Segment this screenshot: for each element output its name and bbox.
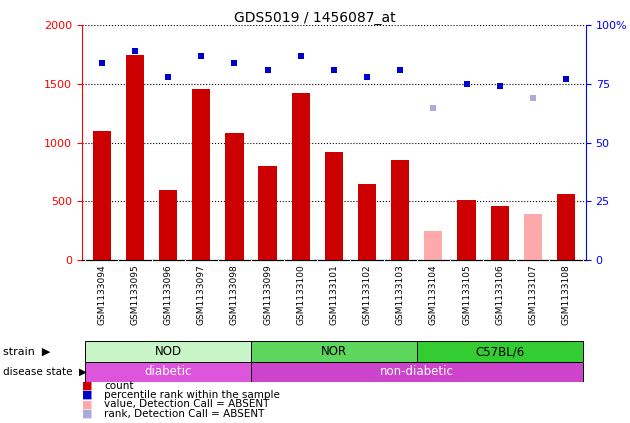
Text: GSM1133106: GSM1133106 [495,264,504,325]
Text: GSM1133098: GSM1133098 [230,264,239,325]
Bar [391,160,410,260]
Text: disease state  ▶: disease state ▶ [3,367,87,377]
Text: value, Detection Call = ABSENT: value, Detection Call = ABSENT [104,399,270,409]
Text: GSM1133097: GSM1133097 [197,264,206,325]
Text: GSM1133096: GSM1133096 [164,264,173,325]
Bar [417,341,583,362]
Text: GSM1133105: GSM1133105 [462,264,471,325]
Bar [251,341,417,362]
Text: count: count [104,381,134,391]
Bar [251,362,583,382]
Bar [524,214,542,260]
Text: NOR: NOR [321,345,347,358]
Bar [258,166,277,260]
Bar [457,200,476,260]
Text: C57BL/6: C57BL/6 [475,345,524,358]
Bar [159,190,177,260]
Text: ■: ■ [82,390,93,400]
Bar [491,206,509,260]
Bar [424,231,442,260]
Bar [192,89,210,260]
Text: GSM1133094: GSM1133094 [97,264,106,325]
Text: ■: ■ [82,399,93,409]
Text: GSM1133100: GSM1133100 [296,264,306,325]
Bar [325,152,343,260]
Text: NOD: NOD [154,345,181,358]
Bar [292,93,310,260]
Text: GSM1133101: GSM1133101 [329,264,338,325]
Text: GSM1133107: GSM1133107 [529,264,537,325]
Bar [226,133,244,260]
Bar [557,195,575,260]
Text: GSM1133108: GSM1133108 [561,264,571,325]
Text: GSM1133102: GSM1133102 [362,264,372,325]
Bar [85,341,251,362]
Text: GSM1133104: GSM1133104 [429,264,438,325]
Text: ■: ■ [82,409,93,419]
Text: percentile rank within the sample: percentile rank within the sample [104,390,280,400]
Bar [126,55,144,260]
Text: GDS5019 / 1456087_at: GDS5019 / 1456087_at [234,11,396,25]
Text: ■: ■ [82,381,93,391]
Bar [85,362,251,382]
Bar [358,184,376,260]
Text: diabetic: diabetic [144,365,192,378]
Text: GSM1133103: GSM1133103 [396,264,404,325]
Text: rank, Detection Call = ABSENT: rank, Detection Call = ABSENT [104,409,265,419]
Text: non-diabetic: non-diabetic [380,365,454,378]
Text: GSM1133099: GSM1133099 [263,264,272,325]
Bar [93,131,111,260]
Text: GSM1133095: GSM1133095 [130,264,139,325]
Text: strain  ▶: strain ▶ [3,346,50,357]
